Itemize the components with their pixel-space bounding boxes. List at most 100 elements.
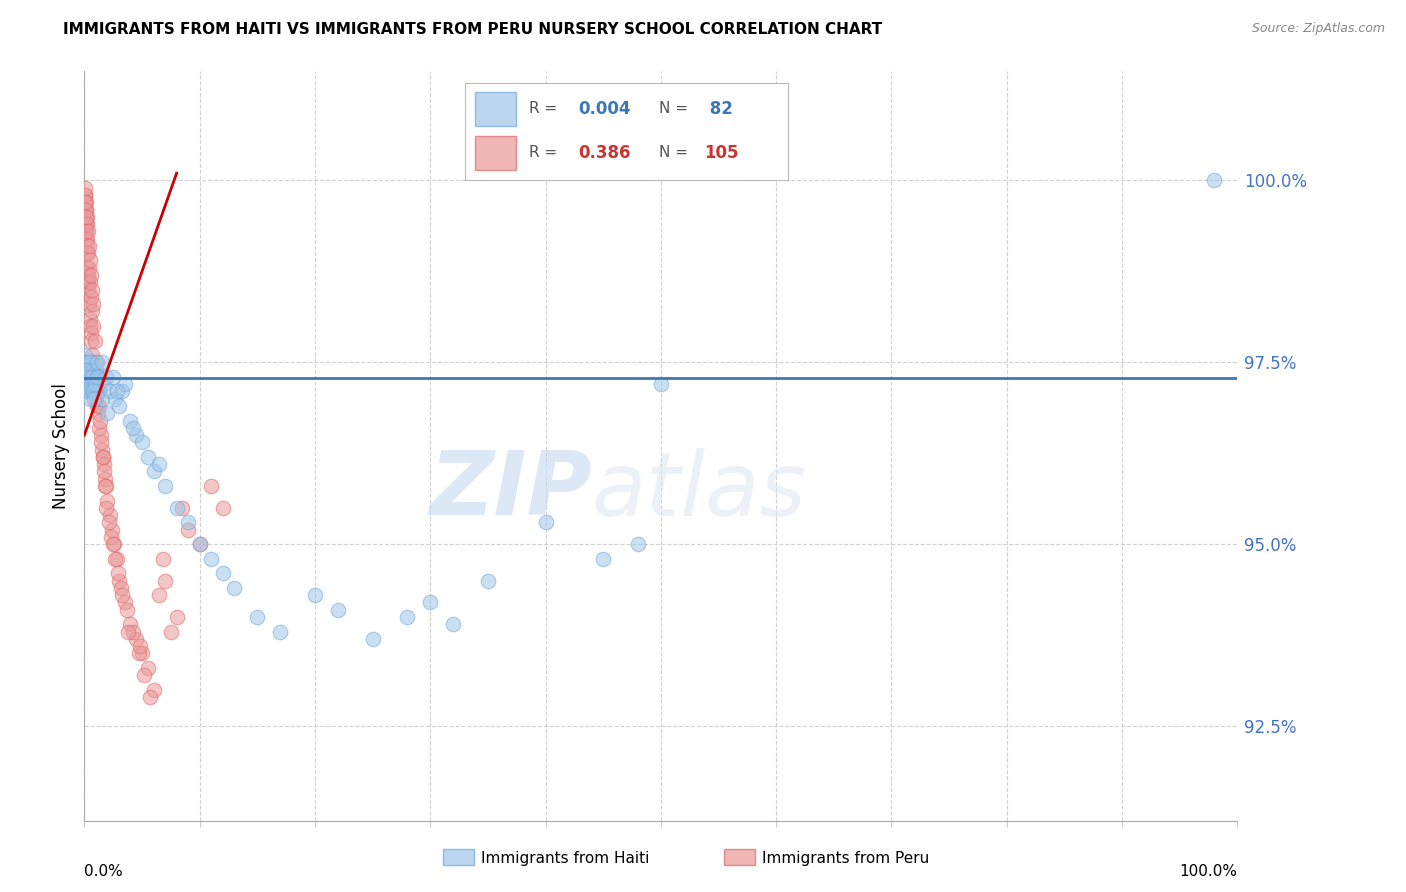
Point	[83, 392, 105, 406]
Point	[98, 384, 121, 399]
Point	[75, 377, 97, 392]
Point	[139, 690, 162, 704]
Text: 100.0%: 100.0%	[1180, 864, 1237, 880]
Point	[79, 253, 101, 268]
Point	[166, 500, 188, 515]
Point	[441, 617, 464, 632]
Point	[83, 384, 105, 399]
Point	[91, 450, 114, 464]
Point	[98, 508, 121, 522]
Point	[82, 370, 104, 384]
Point	[75, 362, 97, 376]
Text: 0.0%: 0.0%	[84, 864, 124, 880]
Point	[77, 384, 100, 399]
Point	[76, 362, 98, 376]
Point	[73, 195, 96, 210]
Point	[76, 260, 98, 275]
Point	[96, 406, 118, 420]
Point	[211, 500, 233, 515]
Point	[104, 551, 127, 566]
Point	[89, 428, 111, 442]
Point	[224, 581, 246, 595]
Point	[80, 370, 103, 384]
Point	[75, 202, 97, 217]
Point	[128, 646, 150, 660]
Point	[361, 632, 384, 646]
Point	[131, 646, 153, 660]
Point	[80, 268, 103, 282]
Point	[75, 210, 97, 224]
Point	[82, 297, 104, 311]
Point	[77, 239, 100, 253]
Point	[477, 574, 499, 588]
Point	[592, 551, 614, 566]
Point	[96, 493, 118, 508]
Point	[86, 370, 108, 384]
Point	[80, 334, 103, 348]
Point	[73, 188, 96, 202]
Point	[76, 370, 98, 384]
Point	[75, 348, 97, 362]
Point	[105, 384, 128, 399]
Point	[125, 632, 148, 646]
Text: Immigrants from Peru: Immigrants from Peru	[762, 851, 929, 865]
Point	[84, 392, 107, 406]
Point	[87, 399, 110, 413]
Point	[105, 551, 128, 566]
Point	[77, 377, 100, 392]
Point	[76, 210, 98, 224]
Point	[75, 377, 97, 392]
Point	[75, 217, 97, 231]
Point	[80, 326, 103, 341]
Point	[76, 217, 98, 231]
Point	[83, 370, 105, 384]
Point	[80, 377, 103, 392]
Point	[76, 224, 98, 238]
Point	[107, 566, 129, 581]
Point	[96, 370, 118, 384]
Point	[73, 180, 96, 194]
Point	[82, 283, 104, 297]
Point	[172, 500, 194, 515]
Point	[83, 377, 105, 392]
Point	[75, 217, 97, 231]
Point	[153, 479, 176, 493]
Point	[304, 588, 326, 602]
Point	[160, 624, 183, 639]
Point	[153, 574, 176, 588]
Point	[108, 574, 131, 588]
Point	[75, 195, 97, 210]
Point	[188, 537, 211, 551]
Point	[93, 377, 115, 392]
Point	[77, 283, 100, 297]
Point	[90, 435, 112, 450]
Point	[77, 260, 100, 275]
Point	[91, 450, 114, 464]
Point	[110, 581, 132, 595]
Point	[76, 362, 98, 376]
Point	[177, 523, 200, 537]
Point	[120, 617, 142, 632]
Point	[82, 355, 104, 369]
Point	[75, 202, 97, 217]
Point	[75, 224, 97, 238]
Point	[76, 355, 98, 369]
Point	[86, 399, 108, 413]
Point	[114, 377, 136, 392]
Point	[136, 661, 159, 675]
Point	[76, 246, 98, 260]
Point	[87, 406, 110, 420]
Text: Immigrants from Haiti: Immigrants from Haiti	[481, 851, 650, 865]
Point	[108, 399, 131, 413]
Point	[94, 472, 117, 486]
Point	[211, 566, 233, 581]
Point	[83, 334, 105, 348]
Point	[75, 377, 97, 392]
Point	[148, 457, 170, 471]
Point	[117, 624, 139, 639]
Point	[84, 362, 107, 376]
Point	[75, 370, 97, 384]
Point	[188, 537, 211, 551]
Point	[76, 268, 98, 282]
Point	[75, 232, 97, 246]
